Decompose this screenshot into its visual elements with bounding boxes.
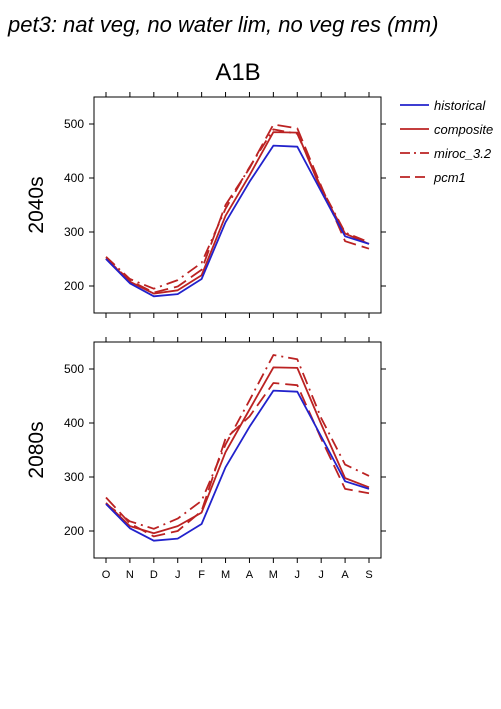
plot-frame	[93, 341, 382, 559]
legend: historical composite miroc_3.2 pcm1	[400, 98, 493, 185]
x-tick-label: F	[198, 569, 205, 581]
legend-label: miroc_3.2	[434, 146, 492, 161]
x-tick-label: S	[365, 569, 372, 581]
x-tick-label: O	[102, 569, 111, 581]
panel-2080s: 200 300 400 500 O N D J F M A M J J A S 2080s	[25, 337, 386, 581]
series-line-pcm1	[105, 382, 370, 538]
panels: 200 300 400 500 2040s 200 300 400 500 O N D J F M A M J J A…	[25, 92, 386, 581]
x-tick-label: M	[269, 569, 278, 581]
page-title: pet3: nat veg, no water lim, no veg res …	[7, 12, 438, 37]
x-tick-label: J	[318, 569, 324, 581]
y-tick-label: 200	[64, 524, 84, 538]
plot-frame	[93, 96, 382, 314]
legend-label: composite	[434, 122, 493, 137]
series-line-pcm1	[105, 123, 370, 294]
series-line-historical	[105, 144, 370, 298]
x-tick-label: A	[341, 569, 349, 581]
x-tick-label: N	[126, 569, 134, 581]
y-tick-label: 300	[64, 225, 84, 239]
y-tick-label: 400	[64, 171, 84, 185]
legend-label: pcm1	[433, 170, 466, 185]
x-tick-label: J	[295, 569, 301, 581]
series-line-miroc-3-2	[105, 354, 370, 530]
x-tick-label: M	[221, 569, 230, 581]
y-tick-label: 500	[64, 117, 84, 131]
panel-label: 2080s	[25, 421, 48, 478]
x-tick-label: A	[246, 569, 254, 581]
legend-label: historical	[434, 98, 486, 113]
y-tick-label: 300	[64, 470, 84, 484]
y-tick-label: 200	[64, 279, 84, 293]
y-tick-label: 500	[64, 362, 84, 376]
x-tick-label: D	[150, 569, 158, 581]
series-line-historical	[105, 389, 370, 542]
series-line-composite	[105, 131, 370, 295]
panel-2040s: 200 300 400 500 2040s	[25, 92, 386, 318]
series-line-composite	[105, 366, 370, 535]
x-tick-label: J	[175, 569, 181, 581]
y-tick-label: 400	[64, 416, 84, 430]
panel-label: 2040s	[25, 176, 48, 233]
chart-title: A1B	[215, 59, 260, 86]
